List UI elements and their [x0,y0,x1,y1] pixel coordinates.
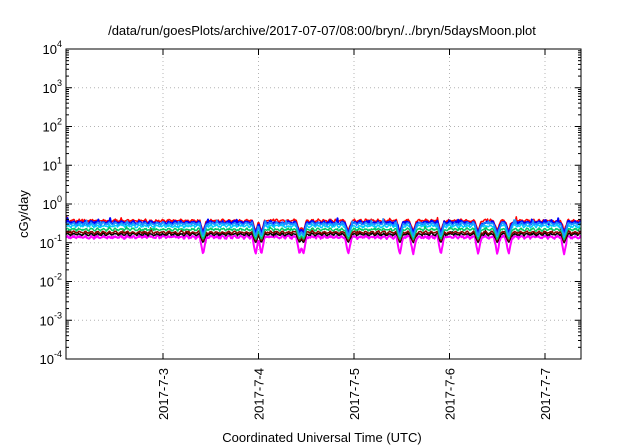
chart-title: /data/run/goesPlots/archive/2017-07-07/0… [108,23,536,38]
x-tick-label: 2017-7-7 [538,368,553,420]
x-tick-label: 2017-7-4 [252,368,267,420]
series-line-2 [65,229,582,244]
plot-area [65,215,582,256]
y-tick-label: 10-3 [40,310,62,328]
x-axis: 2017-7-3 2017-7-4 2017-7-5 2017-7-6 2017-7-7 [156,49,553,420]
y-tick-label: 10-1 [40,233,62,251]
y-axis-label: cGy/day [16,190,31,238]
series-line-1 [65,231,582,256]
series-line-4 [65,224,582,241]
y-tick-label: 102 [43,117,62,135]
x-tick-label: 2017-7-3 [156,368,171,420]
y-tick-label: 104 [43,39,62,57]
series-line-3 [65,227,582,242]
y-tick-label: 100 [43,194,62,212]
y-tick-label: 103 [43,78,62,96]
grid [66,49,581,359]
y-tick-label: 10-2 [40,272,62,290]
series-line-8 [65,217,582,237]
x-tick-label: 2017-7-6 [443,368,458,420]
plot-frame [65,48,582,360]
y-tick-label: 10-4 [40,349,62,367]
x-axis-label: Coordinated Universal Time (UTC) [222,430,421,445]
x-tick-label: 2017-7-5 [347,368,362,420]
y-axis: 10-4 10-3 10-2 10-1 100 101 102 103 104 [40,39,581,367]
y-tick-label: 101 [43,155,62,173]
